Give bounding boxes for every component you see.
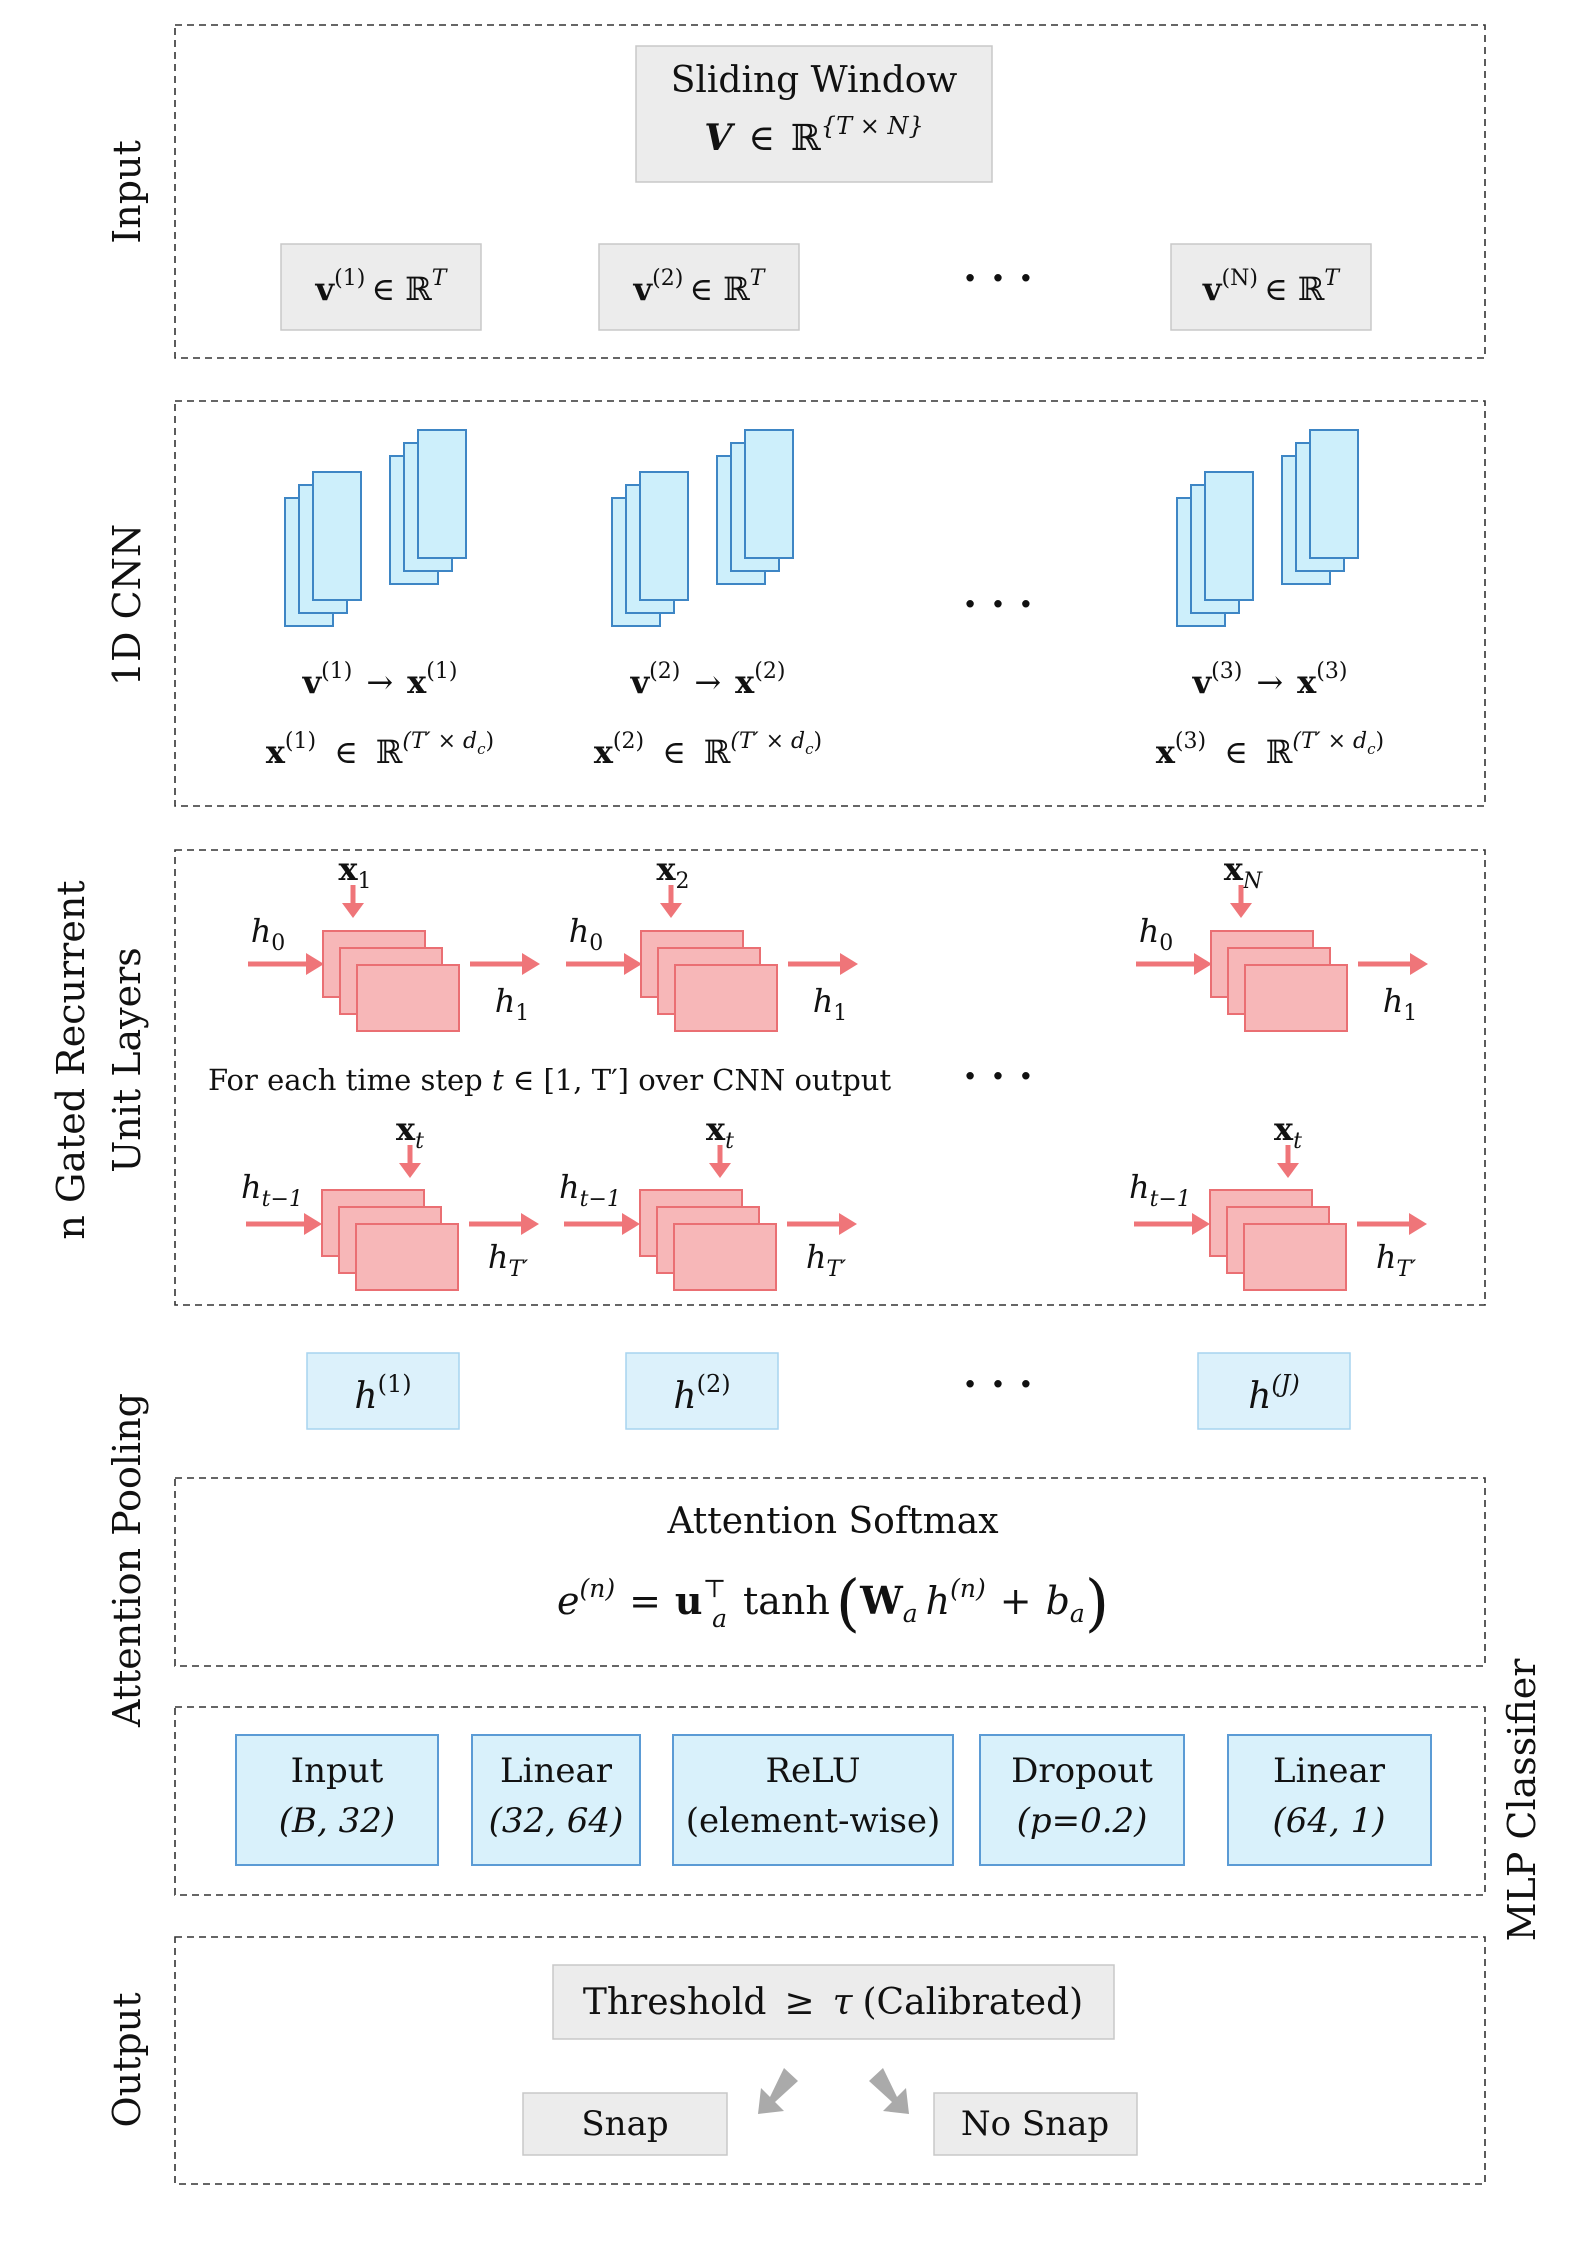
svg-text:h(2): h(2) <box>673 1370 730 1417</box>
svg-text:(64, 1): (64, 1) <box>1272 1801 1385 1841</box>
svg-text:xN: xN <box>1224 850 1263 894</box>
gru-cell-bottom-1: xt ht−1 hT′ <box>241 1110 539 1291</box>
svg-text:xt: xt <box>706 1110 734 1154</box>
output-section-label: Output <box>105 1993 149 2128</box>
svg-text:x(1)∈ℝ(T′ × dc): x(1) ∈ ℝ(T′ × dc) <box>266 729 494 771</box>
mlp-layer-relu: ReLU (element-wise) <box>672 1734 954 1866</box>
svg-text:Threshold≥τ(Calibrated): Threshold ≥ τ (Calibrated) <box>583 1982 1083 2023</box>
input-section-label: Input <box>105 140 149 244</box>
cnn-filter-icon-1 <box>284 429 467 627</box>
svg-text:Dropout: Dropout <box>1011 1751 1153 1791</box>
svg-text:xt: xt <box>396 1110 424 1154</box>
svg-text:v(3)→x(3): v(3) → x(3) <box>1192 659 1348 701</box>
hidden-state-2: h(2) <box>625 1352 779 1430</box>
svg-text:Snap: Snap <box>581 2104 668 2144</box>
svg-text:(p=0.2): (p=0.2) <box>1017 1801 1148 1841</box>
svg-text:x(2)∈ℝ(T′ × dc): x(2) ∈ ℝ(T′ × dc) <box>594 729 822 771</box>
svg-text:v(1)→x(1): v(1) → x(1) <box>302 659 458 701</box>
svg-text:v(2)∈ ℝT: v(2) ∈ ℝT <box>633 266 767 308</box>
svg-text:(32, 64): (32, 64) <box>489 1801 624 1841</box>
svg-text:v(2)→x(2): v(2) → x(2) <box>630 659 786 701</box>
svg-text:v(N)∈ ℝT: v(N) ∈ ℝT <box>1202 266 1341 308</box>
svg-text:h1: h1 <box>495 982 530 1026</box>
svg-text:No Snap: No Snap <box>961 2104 1109 2144</box>
arrow-to-snap-icon <box>758 2068 798 2114</box>
threshold-box: Threshold ≥ τ (Calibrated) <box>552 1964 1115 2040</box>
svg-text:(B, 32): (B, 32) <box>279 1801 395 1841</box>
svg-text:h0: h0 <box>569 912 604 956</box>
svg-text:h0: h0 <box>1139 912 1174 956</box>
svg-text:h(1): h(1) <box>354 1370 411 1417</box>
output-section <box>174 1936 1486 2185</box>
cnn-filter-icon-3 <box>1176 429 1359 627</box>
svg-text:hT′: hT′ <box>806 1238 846 1282</box>
svg-text:x1: x1 <box>338 850 371 894</box>
input-channel-n: v(N) ∈ ℝT <box>1170 243 1372 331</box>
cnn-section <box>174 400 1486 807</box>
cnn-mapping-1: v(1) → x(1) x(1) ∈ ℝ(T′ × dc) <box>266 659 494 771</box>
hidden-state-j: h(J) <box>1197 1352 1351 1430</box>
svg-text:Linear: Linear <box>1273 1751 1386 1791</box>
cnn-filter-icon-2 <box>611 429 794 627</box>
mlp-section <box>174 1706 1486 1896</box>
input-section <box>174 24 1486 359</box>
attention-section-label: Attention Pooling <box>105 1393 149 1728</box>
hidden-state-1: h(1) <box>306 1352 460 1430</box>
cnn-mapping-3: v(3) → x(3) x(3) ∈ ℝ(T′ × dc) <box>1156 659 1384 771</box>
snap-output-box: Snap <box>522 2092 728 2156</box>
cnn-section-label: 1D CNN <box>105 524 149 686</box>
svg-text:ht−1: ht−1 <box>559 1168 621 1212</box>
cnn-ellipsis: · · · <box>963 581 1033 628</box>
gru-section-label-line2: Unit Layers <box>105 947 149 1173</box>
attention-title: Attention Softmax <box>666 1501 998 1542</box>
hidden-ellipsis: · · · <box>963 1361 1033 1408</box>
gru-cell-bottom-2: xt ht−1 hT′ <box>559 1110 857 1291</box>
svg-text:Input: Input <box>291 1751 384 1791</box>
svg-text:x(3)∈ℝ(T′ × dc): x(3) ∈ ℝ(T′ × dc) <box>1156 729 1384 771</box>
svg-text:(element-wise): (element-wise) <box>686 1801 941 1841</box>
svg-text:Linear: Linear <box>500 1751 613 1791</box>
svg-text:ReLU: ReLU <box>765 1751 860 1791</box>
svg-text:x2: x2 <box>656 850 689 894</box>
gru-cell-top-1: x1 h0 h1 <box>248 850 540 1032</box>
no-snap-output-box: No Snap <box>933 2092 1138 2156</box>
svg-text:v(1)∈ ℝT: v(1) ∈ ℝT <box>315 266 449 308</box>
sliding-window-formula: V ∈ ℝ{T × N} <box>704 112 923 159</box>
gru-cell-bottom-3: xt ht−1 hT′ <box>1129 1110 1427 1291</box>
svg-text:h(J): h(J) <box>1248 1370 1300 1417</box>
svg-text:h1: h1 <box>813 982 848 1026</box>
gru-section-label-line1: n Gated Recurrent <box>49 880 93 1239</box>
mlp-layer-linear-1: Linear (32, 64) <box>471 1734 641 1866</box>
svg-text:h0: h0 <box>251 912 286 956</box>
mlp-section-label: MLP Classifier <box>1500 1658 1544 1942</box>
svg-text:xt: xt <box>1274 1110 1302 1154</box>
svg-text:h1: h1 <box>1383 982 1418 1026</box>
gru-cell-top-3: xN h0 h1 <box>1136 850 1428 1032</box>
gru-cell-top-2: x2 h0 h1 <box>566 850 858 1032</box>
attention-formula: e(n) = u⊤ a tanh(Wa h(n) + ba) <box>557 1566 1109 1639</box>
input-ellipsis: · · · <box>963 255 1033 302</box>
svg-text:ht−1: ht−1 <box>241 1168 303 1212</box>
mlp-layer-input: Input (B, 32) <box>235 1734 439 1866</box>
cnn-mapping-2: v(2) → x(2) x(2) ∈ ℝ(T′ × dc) <box>594 659 822 771</box>
mlp-layer-linear-2: Linear (64, 1) <box>1227 1734 1432 1866</box>
svg-text:hT′: hT′ <box>1376 1238 1416 1282</box>
svg-text:hT′: hT′ <box>488 1238 528 1282</box>
input-channel-2: v(2) ∈ ℝT <box>598 243 800 331</box>
sliding-window-box <box>635 45 993 183</box>
svg-text:ht−1: ht−1 <box>1129 1168 1191 1212</box>
gru-section <box>174 849 1486 1306</box>
mlp-layer-dropout: Dropout (p=0.2) <box>979 1734 1185 1866</box>
gru-ellipsis: · · · <box>963 1053 1033 1100</box>
sliding-window-title: Sliding Window <box>671 60 958 101</box>
gru-caption: For each time step t ∈ [1, T′] over CNN … <box>208 1063 891 1097</box>
arrow-to-no-snap-icon <box>869 2068 909 2114</box>
input-channel-1: v(1) ∈ ℝT <box>280 243 482 331</box>
attention-section <box>174 1477 1486 1667</box>
